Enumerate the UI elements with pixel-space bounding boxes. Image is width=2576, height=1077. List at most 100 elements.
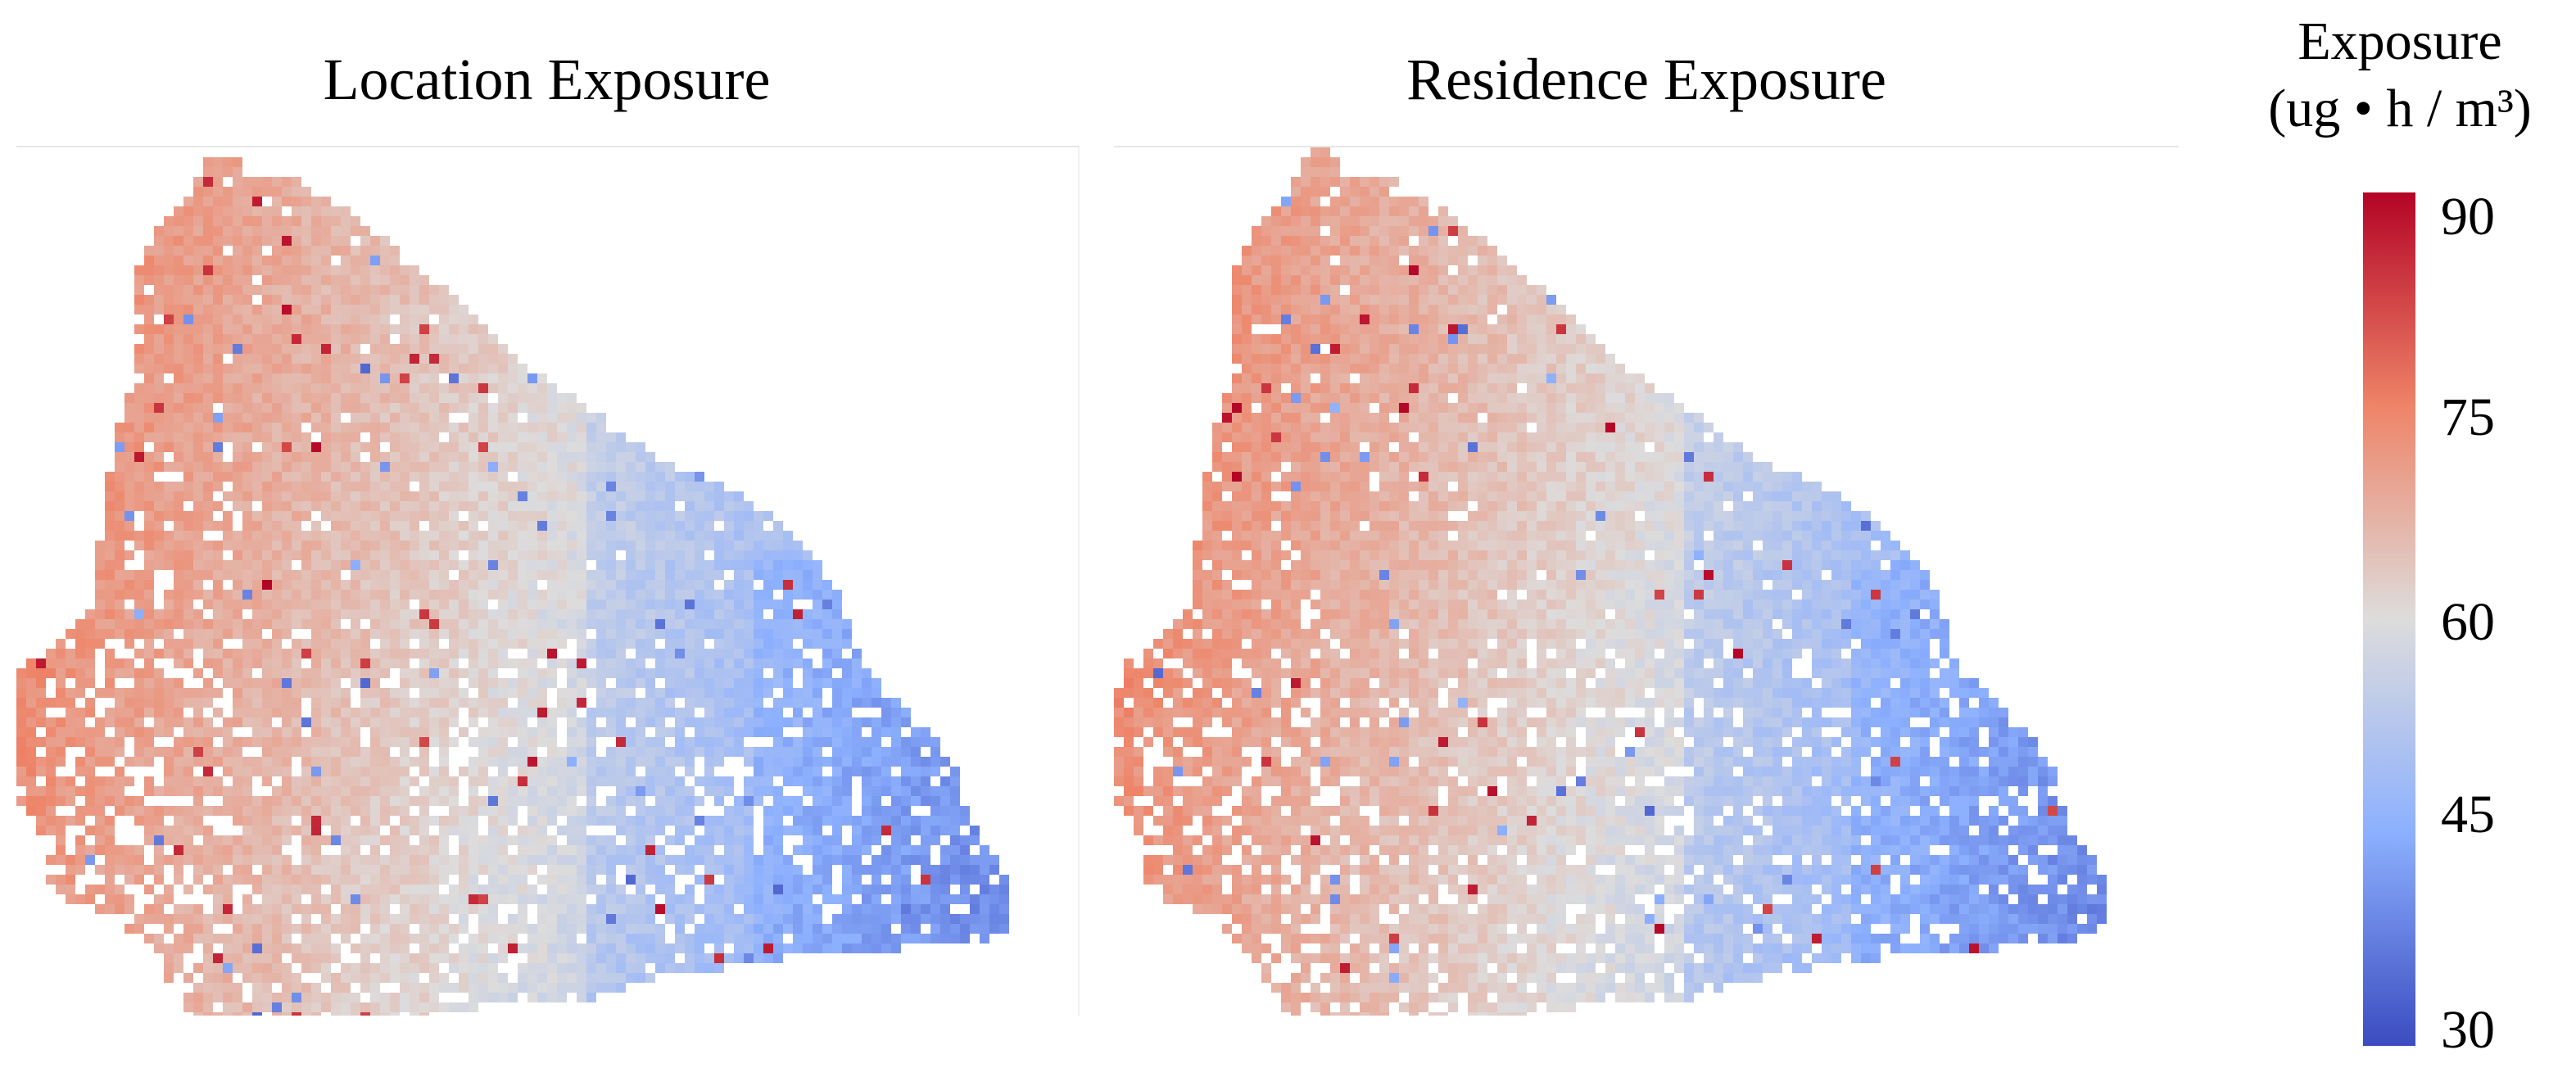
heatmap-cell <box>527 786 537 796</box>
heatmap-cell <box>852 757 862 767</box>
heatmap-cell <box>252 1002 262 1012</box>
heatmap-cell <box>115 590 124 600</box>
heatmap-cell <box>508 619 518 629</box>
heatmap-cell <box>183 845 193 855</box>
heatmap-cell <box>341 501 351 511</box>
heatmap-cell <box>262 845 272 855</box>
heatmap-cell <box>714 885 724 894</box>
heatmap-cell <box>124 757 134 767</box>
heatmap-cell <box>901 767 911 776</box>
heatmap-cell <box>341 482 351 491</box>
heatmap-cell <box>115 511 124 521</box>
heatmap-cell <box>282 816 292 826</box>
heatmap-cell <box>478 501 488 511</box>
heatmap-cell <box>233 452 242 462</box>
heatmap-cell <box>606 668 616 678</box>
heatmap-cell <box>832 944 842 953</box>
heatmap-cell <box>714 717 724 727</box>
heatmap-cell <box>488 472 498 482</box>
heatmap-cell <box>891 737 901 747</box>
heatmap-cell <box>252 688 262 698</box>
heatmap-cell <box>203 442 213 452</box>
heatmap-cell <box>105 550 115 560</box>
heatmap-cell <box>586 452 596 462</box>
heatmap-cell <box>282 275 292 285</box>
heatmap-cell <box>213 373 223 383</box>
heatmap-cell <box>734 658 744 668</box>
heatmap-cell <box>292 501 301 511</box>
heatmap-cell <box>469 894 478 904</box>
heatmap-cell <box>577 531 586 541</box>
heatmap-cell <box>370 491 380 501</box>
heatmap-cell <box>46 786 56 796</box>
heatmap-cell <box>213 757 223 767</box>
heatmap-cell <box>695 835 704 845</box>
heatmap-cell <box>331 295 341 305</box>
heatmap-cell <box>370 452 380 462</box>
heatmap-cell <box>203 324 213 334</box>
heatmap-cell <box>626 560 636 570</box>
heatmap-cell <box>439 491 449 501</box>
heatmap-cell <box>537 531 547 541</box>
heatmap-cell <box>695 501 704 511</box>
heatmap-cell <box>813 629 822 639</box>
heatmap-cell <box>606 894 616 904</box>
heatmap-cell <box>183 393 193 403</box>
heatmap-cell <box>233 786 242 796</box>
heatmap-cell <box>508 658 518 668</box>
heatmap-cell <box>233 924 242 934</box>
heatmap-cell <box>970 865 980 875</box>
heatmap-cell <box>577 894 586 904</box>
heatmap-cell <box>56 639 66 649</box>
heatmap-cell <box>754 727 763 737</box>
heatmap-cell <box>527 511 537 521</box>
heatmap-cell <box>311 600 321 609</box>
heatmap-cell <box>636 649 645 658</box>
heatmap-cell <box>429 452 439 462</box>
heatmap-cell <box>223 835 233 845</box>
heatmap-cell <box>370 305 380 315</box>
heatmap-cell <box>292 904 301 914</box>
heatmap-cell <box>174 423 183 432</box>
heatmap-cell <box>134 678 144 688</box>
heatmap-cell <box>734 580 744 590</box>
heatmap-cell <box>527 698 537 708</box>
heatmap-cell <box>154 423 164 432</box>
heatmap-cell <box>242 806 252 816</box>
heatmap-cell <box>488 904 498 914</box>
heatmap-cell <box>203 265 213 275</box>
heatmap-cell <box>400 432 410 442</box>
heatmap-cell <box>134 364 144 373</box>
heatmap-cell <box>95 865 105 875</box>
heatmap-cell <box>311 845 321 855</box>
heatmap-cell <box>714 953 724 963</box>
heatmap-cell <box>242 197 252 206</box>
heatmap-cell <box>56 717 66 727</box>
heatmap-cell <box>164 442 174 452</box>
heatmap-cell <box>763 580 773 590</box>
heatmap-cell <box>380 904 390 914</box>
heatmap-cell <box>351 256 360 265</box>
heatmap-cell <box>390 835 400 845</box>
heatmap-cell <box>360 275 370 285</box>
heatmap-cell <box>891 776 901 786</box>
heatmap-cell <box>66 658 75 668</box>
heatmap-cell <box>262 973 272 983</box>
heatmap-cell <box>311 305 321 315</box>
heatmap-cell <box>685 649 695 658</box>
heatmap-cell <box>252 590 262 600</box>
heatmap-cell <box>478 491 488 501</box>
heatmap-cell <box>154 482 164 491</box>
heatmap-cell <box>626 934 636 944</box>
heatmap-cell <box>154 609 164 619</box>
heatmap-cell <box>410 550 419 560</box>
heatmap-cell <box>704 767 714 776</box>
heatmap-cell <box>577 521 586 531</box>
heatmap-cell <box>891 944 901 953</box>
heatmap-cell <box>1389 216 1399 226</box>
heatmap-cell <box>498 826 508 835</box>
heatmap-cell <box>115 767 124 776</box>
heatmap-cell <box>292 649 301 658</box>
heatmap-cell <box>714 600 724 609</box>
heatmap-cell <box>203 678 213 688</box>
